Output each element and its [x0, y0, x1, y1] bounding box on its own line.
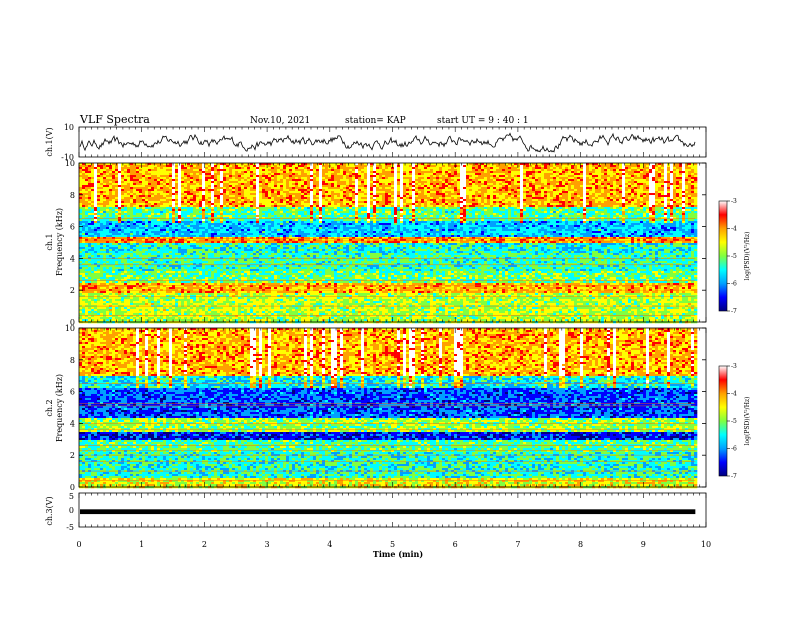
ch2-spec-ytick-label: 0	[70, 483, 75, 492]
ch1-ylabel: ch.1(V)	[45, 127, 54, 156]
ch3-waveform-band	[80, 509, 695, 514]
ch1-waveform-panel: 10 -10 ch.1(V)	[45, 123, 706, 162]
ch2-colorbar-label: log(PSD)(V²/Hz)	[744, 397, 751, 446]
ch1-spec-ytick-label: 10	[65, 159, 75, 168]
ch2-colorbar: -3 -4 -5 -6 -7 log(PSD)(V²/Hz)	[719, 363, 751, 480]
ch1-spec-ytick-label: 2	[70, 286, 75, 295]
x-axis-tick-labels: 0 1 2 3 4 5 6 7 8 9 10	[76, 540, 711, 549]
ch2-spec-ylabel-frequency: Frequency (kHz)	[55, 374, 64, 442]
x-tick-label: 10	[701, 540, 711, 549]
ch1-colorbar-tick: -4	[731, 226, 737, 233]
ch2-colorbar-tick: -7	[731, 473, 737, 480]
ch2-spec-ytick-label: 4	[70, 419, 75, 428]
x-tick-label: 6	[453, 540, 458, 549]
figure-title: VLF Spectra	[79, 113, 150, 126]
ch1-colorbar-tick: -3	[731, 198, 737, 205]
ch1-spec-ytick-label: 6	[70, 223, 75, 232]
ch3-waveform-panel: 5 0 -5 ch.3(V)	[45, 492, 706, 532]
ch2-spec-ytick-label: 2	[70, 451, 75, 460]
ch2-spectrogram-heatmap	[79, 328, 697, 488]
ch1-colorbar-tick: -6	[731, 281, 737, 288]
x-axis-label: Time (min)	[373, 549, 423, 559]
ch3-ytick-top: 5	[69, 492, 74, 501]
ch1-spec-ytick-label: 4	[70, 254, 75, 263]
ch1-waveform-line	[80, 133, 695, 151]
ch2-spectrogram-panel: 0 2 4 6 8 10 ch.2 Frequency (kHz)	[45, 324, 706, 492]
station-label: station= KAP	[345, 116, 406, 126]
ch1-spec-ylabel-frequency: Frequency (kHz)	[55, 208, 64, 276]
ch2-spec-ytick-label: 6	[70, 388, 75, 397]
ch1-spectrogram-heatmap	[79, 163, 697, 323]
start-time-label: start UT = 9 : 40 : 1	[437, 116, 529, 126]
ch3-ylabel: ch.3(V)	[45, 496, 54, 525]
x-tick-label: 5	[390, 540, 395, 549]
x-tick-label: 3	[265, 540, 270, 549]
x-tick-label: 1	[139, 540, 144, 549]
ch2-colorbar-tick: -4	[731, 391, 737, 398]
ch1-colorbar-tick: -5	[731, 253, 737, 260]
x-tick-label: 4	[327, 540, 332, 549]
ch1-spec-ytick-label: 8	[70, 191, 75, 200]
ch2-colorbar-tick: -5	[731, 418, 737, 425]
x-tick-label: 0	[76, 540, 81, 549]
ch1-ytick-top: 10	[64, 123, 74, 132]
ch1-colorbar-label: log(PSD)(V²/Hz)	[744, 232, 751, 281]
ch1-colorbar-tick: -7	[731, 308, 737, 315]
x-tick-label: 9	[641, 540, 646, 549]
ch2-spec-ylabel-channel: ch.2	[45, 399, 54, 416]
x-tick-label: 7	[515, 540, 520, 549]
ch1-colorbar: -3 -4 -5 -6 -7 log(PSD)(V²/Hz)	[719, 198, 751, 315]
ch2-colorbar-tick: -6	[731, 446, 737, 453]
x-tick-label: 8	[578, 540, 583, 549]
x-tick-label: 2	[202, 540, 207, 549]
ch3-ytick-bottom: -5	[66, 523, 74, 532]
ch3-ytick-mid: 0	[69, 506, 74, 515]
ch2-spec-ytick-label: 10	[65, 324, 75, 333]
ch2-colorbar-tick: -3	[731, 363, 737, 370]
ch1-spec-ylabel-channel: ch.1	[45, 233, 54, 250]
date-label: Nov.10, 2021	[250, 116, 310, 126]
ch2-spec-ytick-label: 8	[70, 356, 75, 365]
